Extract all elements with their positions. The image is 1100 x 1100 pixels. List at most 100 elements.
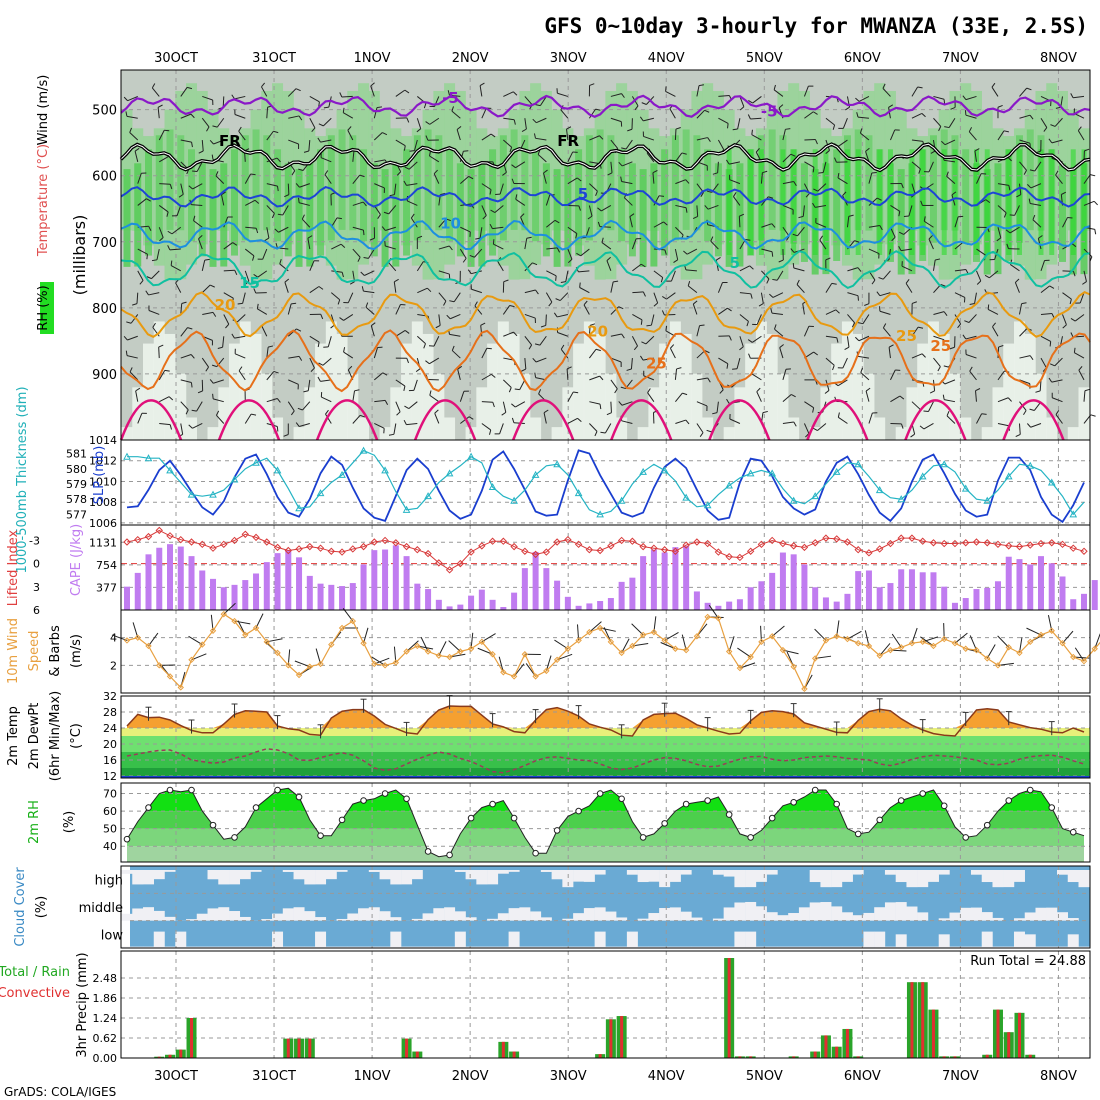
wind-barb [536,117,547,124]
wind-barb-flag [409,150,415,152]
thickness-marker [424,492,432,500]
rh-band-dry [702,417,714,440]
cape-bar [156,547,163,610]
wind-axis-label-1: 10m Wind [6,618,21,684]
wind-barb-flag [198,150,204,154]
wind-barb [393,183,397,195]
cloud-low-block [519,946,531,948]
cloud-middle-block [315,917,327,921]
wind10m-barb [448,640,461,652]
wind-barb-flag [164,369,170,372]
wind-barb-flag [440,192,446,196]
wind-barb [782,181,794,185]
cloud-low-block [1078,946,1090,948]
wind-barb [245,199,256,206]
lifted-index-marker [607,542,615,550]
rh-band-wet [467,169,475,267]
lifted-index-marker [639,542,647,551]
wind-barb [846,216,850,228]
wind-barb [1019,87,1028,97]
lifted-index-marker [789,542,798,550]
lifted-index-marker [1005,542,1013,550]
cape-bar [994,581,1001,610]
rh-band-saturated [1070,149,1076,255]
cloud-middle-block [454,911,466,921]
wind-barb [954,269,966,272]
precip-convective-bar [620,1016,624,1058]
wind-barb [1019,114,1031,119]
wind10m-marker [209,627,217,634]
wind-barb [782,153,792,163]
temp-contour-25 [120,329,1091,393]
wind-barb-flag [255,228,259,234]
wind-barb-flag [1055,106,1061,109]
cape-bar [597,601,604,610]
wind-barb [1018,183,1022,195]
rh-band-wet [585,135,593,241]
wind-barb [580,248,590,257]
wind-barb-flag [766,278,770,284]
wind-barb-flag [848,214,854,217]
lifted-index-marker [693,538,701,546]
wind-barb [499,183,504,195]
wind-barb-flag [864,303,870,306]
temp-axis-label-4: (°C) [69,723,84,749]
cloud-high-block [1013,870,1025,882]
wind-barb [846,336,850,348]
precip-convective-bar [501,1041,505,1058]
wind-barb-flag [279,259,282,265]
wind-barb-flag [1029,169,1035,172]
wind-barb-flag [837,172,840,179]
cloud-low-block [798,946,810,948]
rh-band-saturated [920,149,926,255]
wind10m-marker [833,633,840,640]
wind10m-barb [969,635,977,651]
pressure-tick-label: 900 [92,368,117,383]
rh-band-wet [639,169,647,267]
wind-barb [545,292,553,303]
rh-band-dry [680,333,692,440]
wind-barb-flag [404,166,410,170]
cape-bar [339,586,346,610]
lifted-index-marker [123,538,131,546]
wind-barb [502,401,507,413]
wind-barb [804,161,815,168]
cloud-low-block [949,946,961,948]
cape-bar [919,572,926,610]
cloud-middle-block [648,913,660,921]
cloud-middle-block [1035,907,1047,921]
wind-barb-flag [535,289,539,295]
thickness-line [127,449,1085,516]
rh-band-dry [476,387,488,440]
wind-barb-flag [1043,127,1048,132]
wind-barb-flag [900,423,904,429]
wind-barb-flag [756,387,761,393]
rh-band-wet [403,149,411,256]
rh-band-wet [929,135,937,243]
wind-barb-flag [673,259,678,263]
wind-barb-flag [683,250,688,255]
wind-barb [135,390,139,402]
cape-bar [371,550,378,610]
wind-barb [858,335,870,342]
wind-barb [997,227,1002,239]
wind-barb-flag [513,331,518,337]
thickness-tick-label: 581 [66,448,87,461]
date-label-bottom: 31OCT [252,1069,296,1084]
wind10m-marker [543,667,550,675]
wind-barb-flag [425,360,430,365]
cloud-low-block [272,931,284,948]
wind-barb [352,201,364,206]
wind-barb [284,282,289,293]
rh-band-dry [530,417,542,440]
lifted-index-marker [843,538,852,546]
cloud-high-block [282,870,294,872]
wind-barb [674,152,683,163]
wind-barb [974,292,977,304]
thickness-marker [725,481,733,489]
wind-barb-flag [661,310,665,316]
lifted-index-marker [187,538,196,546]
wind10m-barb [1074,647,1085,662]
rh2m-marker [166,786,174,794]
lifted-index-marker [241,530,249,538]
